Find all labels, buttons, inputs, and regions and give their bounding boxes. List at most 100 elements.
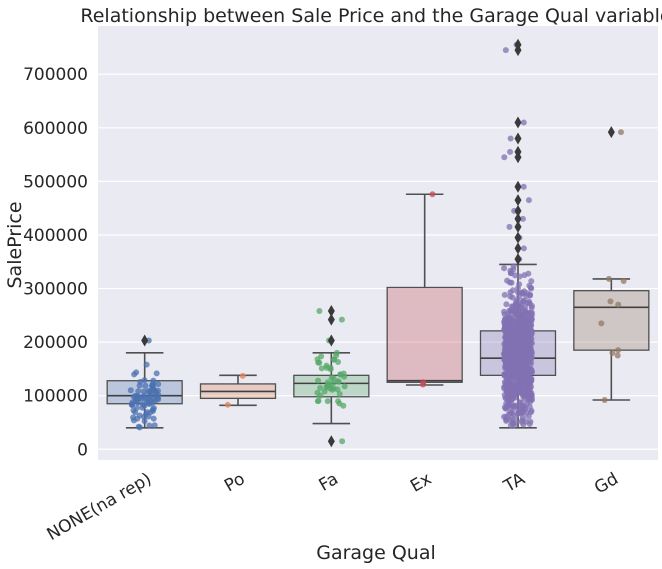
- strip-point: [224, 401, 231, 408]
- outlier-marker: [514, 212, 522, 225]
- strip-point: [520, 245, 527, 252]
- x-tick-label: TA: [500, 469, 529, 497]
- outlier-marker: [514, 180, 522, 193]
- strip-point: [135, 388, 142, 395]
- strip-point: [337, 371, 344, 378]
- y-axis-label: SalePrice: [4, 201, 26, 288]
- outlier-marker: [514, 253, 522, 266]
- outlier-marker: [514, 145, 522, 158]
- y-tick-label: 500000: [23, 172, 88, 192]
- strip-point: [513, 402, 520, 409]
- strip-point: [519, 373, 526, 380]
- outlier-marker: [514, 204, 522, 217]
- strip-point: [524, 375, 531, 382]
- strip-point: [507, 422, 514, 429]
- strip-point: [520, 290, 527, 297]
- strip-point: [136, 424, 143, 431]
- strip-point: [507, 135, 514, 142]
- strip-point: [133, 369, 140, 376]
- strip-point: [504, 378, 511, 385]
- outlier-marker: [514, 220, 522, 233]
- strip-point: [528, 278, 535, 285]
- strip-point: [507, 267, 514, 274]
- strip-point: [324, 398, 331, 405]
- strip-point: [521, 272, 528, 279]
- strip-point: [503, 330, 510, 337]
- strip-point: [129, 401, 136, 408]
- strip-point: [523, 315, 530, 322]
- strip-point: [510, 394, 517, 401]
- outlier-marker: [327, 305, 335, 318]
- strip-point: [526, 383, 533, 390]
- strip-point: [134, 415, 141, 422]
- strip-point: [526, 420, 533, 427]
- strip-point: [501, 351, 508, 358]
- strip-point: [317, 384, 324, 391]
- strip-point: [510, 355, 517, 362]
- strip-point: [512, 419, 519, 426]
- strip-point: [615, 301, 622, 308]
- outlier-marker: [514, 116, 522, 129]
- strip-point: [501, 265, 508, 272]
- strip-point: [510, 333, 517, 340]
- plot-background: [98, 26, 658, 460]
- strip-point: [330, 379, 337, 386]
- x-tick-label: NONE(na rep): [44, 469, 156, 545]
- strip-point: [136, 382, 143, 389]
- strip-point: [520, 379, 527, 386]
- outlier-marker: [327, 435, 335, 448]
- strip-point: [524, 336, 531, 343]
- strip-point: [329, 386, 336, 393]
- y-tick-label: 400000: [23, 226, 88, 246]
- strip-point: [527, 368, 534, 375]
- strip-point: [516, 352, 523, 359]
- strip-point: [512, 321, 519, 328]
- strip-point: [521, 322, 528, 329]
- strip-point: [316, 308, 323, 315]
- strip-point: [506, 359, 513, 366]
- box-ex: [386, 193, 463, 386]
- strip-point: [526, 310, 533, 317]
- strip-point: [527, 409, 534, 416]
- strip-point: [507, 308, 514, 315]
- strip-point: [527, 292, 534, 299]
- strip-point: [150, 415, 157, 422]
- strip-point: [153, 370, 160, 377]
- strip-point: [516, 273, 523, 280]
- outlier-marker: [327, 334, 335, 347]
- outlier-marker: [514, 194, 522, 207]
- strip-point: [501, 291, 508, 298]
- strip-point: [314, 398, 321, 405]
- strip-point: [509, 384, 516, 391]
- strip-point: [324, 383, 331, 390]
- strip-point: [134, 399, 141, 406]
- strip-point: [617, 129, 624, 136]
- strip-point: [528, 304, 535, 311]
- strip-point: [333, 349, 340, 356]
- strip-point: [607, 298, 614, 305]
- strip-point: [503, 400, 510, 407]
- strip-point: [520, 119, 527, 126]
- strip-point: [615, 347, 622, 354]
- strip-point: [130, 407, 137, 414]
- strip-point: [339, 438, 346, 445]
- strip-point: [512, 413, 519, 420]
- strip-point: [419, 381, 426, 388]
- strip-point: [505, 411, 512, 418]
- y-tick-label: 300000: [23, 280, 88, 300]
- strip-point: [508, 341, 515, 348]
- y-tick-label: 100000: [23, 387, 88, 407]
- strip-point: [519, 414, 526, 421]
- strip-point: [614, 352, 621, 359]
- y-tick-label: 700000: [23, 65, 88, 85]
- strip-point: [620, 278, 627, 285]
- outlier-marker: [141, 334, 149, 347]
- x-axis-label: Garage Qual: [316, 542, 436, 564]
- box-iqr: [386, 286, 463, 383]
- strip-point: [601, 396, 608, 403]
- y-tick-labels: 0 100000 200000 300000 400000 500000 600000 700…: [23, 65, 88, 460]
- strip-point: [321, 388, 328, 395]
- outlier-marker: [514, 231, 522, 244]
- strip-point: [331, 356, 338, 363]
- strip-point: [338, 316, 345, 323]
